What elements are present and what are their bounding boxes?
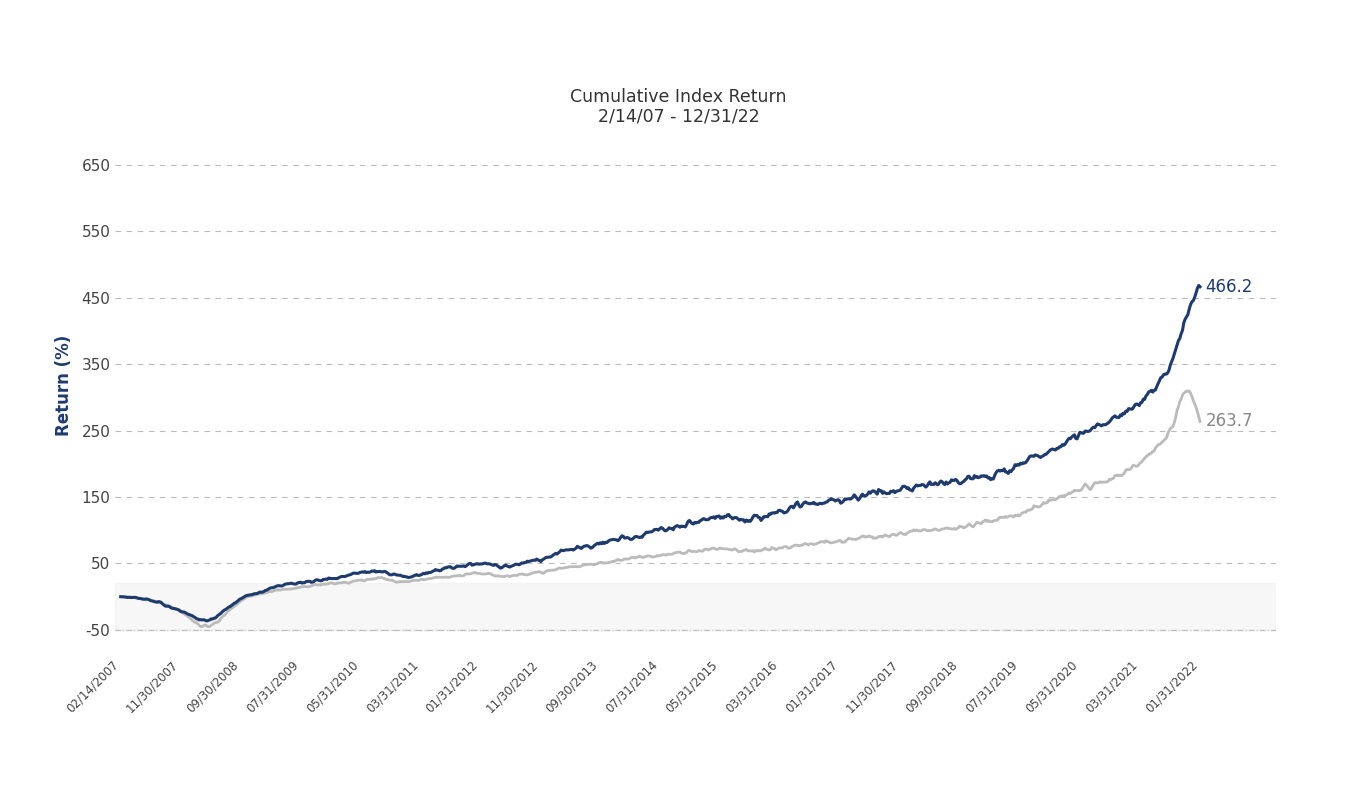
Text: Cumulative Index Return: Cumulative Index Return [570, 88, 787, 105]
Bar [115, 583, 1276, 630]
Y-axis label: Return (%): Return (%) [56, 335, 73, 436]
Text: 2/14/07 - 12/31/22: 2/14/07 - 12/31/22 [597, 108, 760, 125]
Text: Morningstar Wide Moat Focus Index has Outperformed the S&P 500 Index: Morningstar Wide Moat Focus Index has Ou… [185, 29, 1172, 54]
Text: 466.2: 466.2 [1205, 278, 1253, 296]
Text: 263.7: 263.7 [1205, 412, 1253, 430]
